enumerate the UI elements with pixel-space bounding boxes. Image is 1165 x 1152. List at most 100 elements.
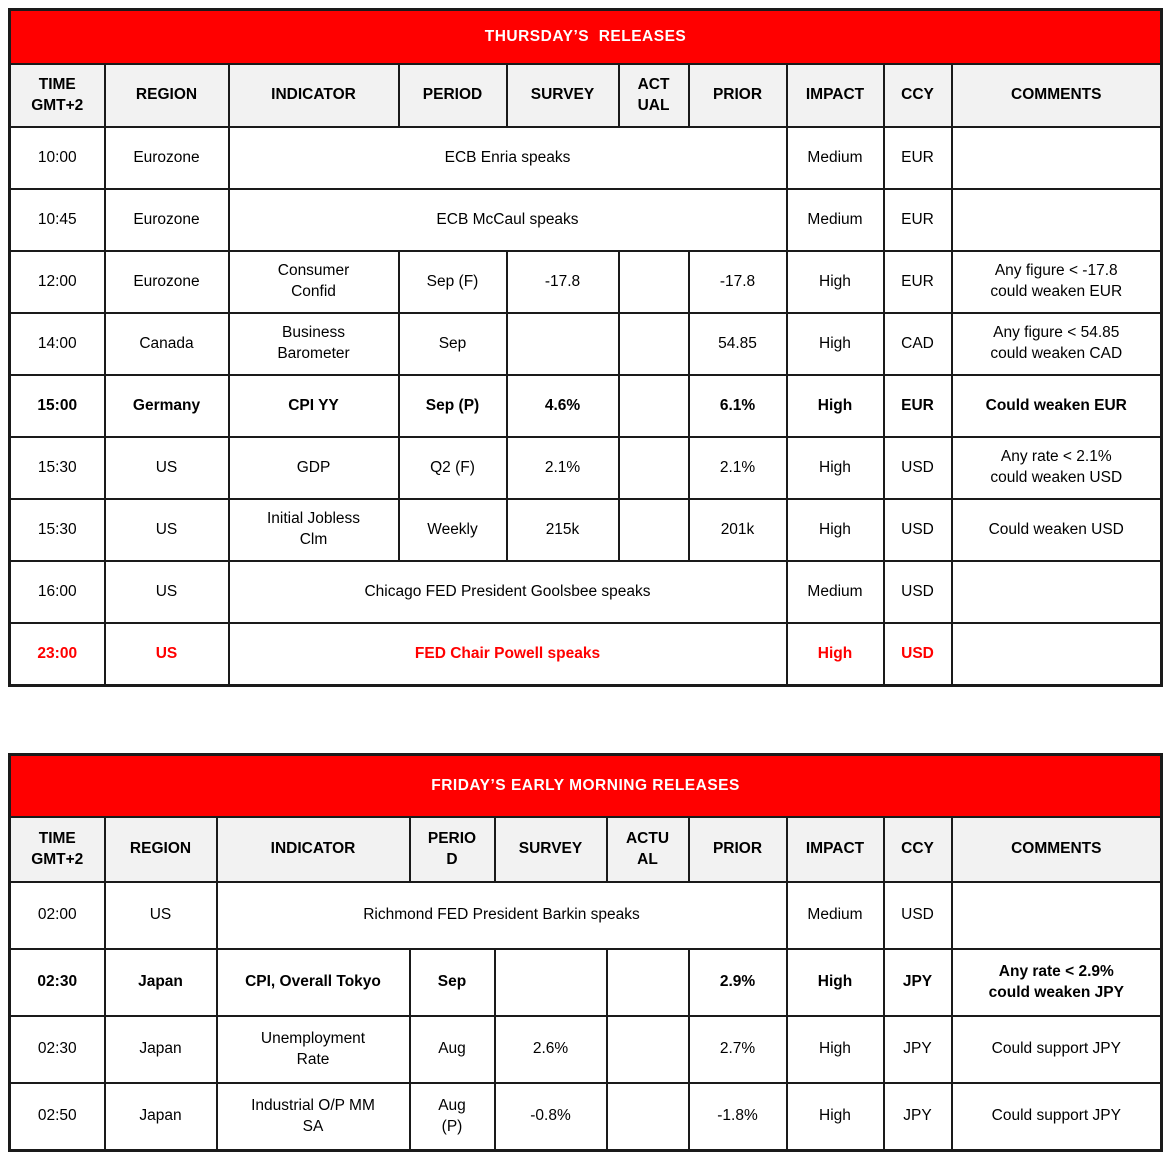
cell-time: 15:00	[8, 374, 106, 438]
cell-ccy: JPY	[882, 1082, 953, 1152]
table-row: 16:00 US Chicago FED President Goolsbee sp…	[8, 560, 1163, 624]
cell-impact: High	[785, 312, 885, 376]
cell-survey	[493, 948, 608, 1017]
column-header-comments: COMMENTS	[950, 63, 1163, 128]
cell-period: Q2 (F)	[397, 436, 508, 500]
table-row: 15:30 US Initial Jobless Clm Weekly 215k 201k…	[8, 498, 1163, 562]
cell-region: Japan	[103, 948, 218, 1017]
cell-comments: Could weaken EUR	[950, 374, 1163, 438]
cell-merged: Richmond FED President Barkin speaks	[215, 881, 788, 950]
cell-comments	[950, 622, 1163, 687]
cell-region: Japan	[103, 1082, 218, 1152]
cell-comments	[950, 188, 1163, 252]
column-header-comments: COMMENTS	[950, 816, 1163, 883]
cell-indicator: Unemployment Rate	[215, 1015, 411, 1084]
table-row: 02:30 Japan CPI, Overall Tokyo Sep 2.9% High J…	[8, 948, 1163, 1017]
cell-region: US	[103, 622, 230, 687]
column-header-prior: PRIOR	[687, 816, 788, 883]
cell-actual	[617, 498, 690, 562]
cell-actual	[617, 436, 690, 500]
column-header-indicator: INDICATOR	[227, 63, 400, 128]
column-header-survey: SURVEY	[493, 816, 608, 883]
cell-indicator: GDP	[227, 436, 400, 500]
cell-impact: Medium	[785, 560, 885, 624]
cell-survey: 215k	[505, 498, 620, 562]
cell-ccy: USD	[882, 436, 953, 500]
cell-actual	[605, 1082, 690, 1152]
cell-period: Aug	[408, 1015, 496, 1084]
table-row: 15:30 US GDP Q2 (F) 2.1% 2.1% High USD Any rate …	[8, 436, 1163, 500]
cell-comments: Could support JPY	[950, 1082, 1163, 1152]
cell-prior: 201k	[687, 498, 788, 562]
cell-impact: High	[785, 948, 885, 1017]
cell-comments: Could weaken USD	[950, 498, 1163, 562]
cell-time: 02:30	[8, 1015, 106, 1084]
cell-prior: -1.8%	[687, 1082, 788, 1152]
cell-impact: High	[785, 436, 885, 500]
column-header-survey: SURVEY	[505, 63, 620, 128]
cell-region: US	[103, 498, 230, 562]
column-header-impact: IMPACT	[785, 816, 885, 883]
cell-region: US	[103, 436, 230, 500]
cell-comments	[950, 126, 1163, 190]
cell-region: US	[103, 881, 218, 950]
cell-survey: -0.8%	[493, 1082, 608, 1152]
cell-comments: Any rate < 2.1% could weaken USD	[950, 436, 1163, 500]
cell-impact: High	[785, 374, 885, 438]
cell-survey: -17.8	[505, 250, 620, 314]
cell-actual	[617, 250, 690, 314]
table-row: 14:00 Canada Business Barometer Sep 54.85 Hig…	[8, 312, 1163, 376]
cell-merged: FED Chair Powell speaks	[227, 622, 788, 687]
cell-survey: 2.1%	[505, 436, 620, 500]
cell-comments	[950, 560, 1163, 624]
cell-ccy: EUR	[882, 250, 953, 314]
column-header-region: REGION	[103, 816, 218, 883]
column-header-timegmt-2: TIME GMT+2	[8, 63, 106, 128]
cell-indicator: Business Barometer	[227, 312, 400, 376]
cell-time: 02:50	[8, 1082, 106, 1152]
cell-ccy: CAD	[882, 312, 953, 376]
cell-prior: 6.1%	[687, 374, 788, 438]
friday-table-body: FRIDAY’S EARLY MORNING RELEASES TIME GMT…	[8, 753, 1163, 1152]
cell-time: 14:00	[8, 312, 106, 376]
cell-time: 02:00	[8, 881, 106, 950]
cell-period: Sep	[408, 948, 496, 1017]
column-header-actual: ACT UAL	[617, 63, 690, 128]
cell-period: Sep	[397, 312, 508, 376]
cell-prior: 2.9%	[687, 948, 788, 1017]
column-header-period: PERIO D	[408, 816, 496, 883]
table-row: 10:45 Eurozone ECB McCaul speaks Medium EUR	[8, 188, 1163, 252]
cell-prior: -17.8	[687, 250, 788, 314]
column-header-prior: PRIOR	[687, 63, 788, 128]
cell-impact: High	[785, 622, 885, 687]
cell-comments: Any figure < 54.85 could weaken CAD	[950, 312, 1163, 376]
column-header-ccy: CCY	[882, 63, 953, 128]
page: THURSDAY’S RELEASES TIME GMT+2 REGION INDI…	[8, 8, 1164, 1152]
column-header-timegmt-2: TIME GMT+2	[8, 816, 106, 883]
column-header-ccy: CCY	[882, 816, 953, 883]
cell-impact: Medium	[785, 881, 885, 950]
cell-prior: 2.1%	[687, 436, 788, 500]
cell-comments: Could support JPY	[950, 1015, 1163, 1084]
cell-region: Eurozone	[103, 126, 230, 190]
cell-survey	[505, 312, 620, 376]
cell-merged: Chicago FED President Goolsbee speaks	[227, 560, 788, 624]
cell-actual	[605, 1015, 690, 1084]
cell-ccy: USD	[882, 622, 953, 687]
cell-ccy: EUR	[882, 126, 953, 190]
cell-ccy: JPY	[882, 948, 953, 1017]
column-header-indicator: INDICATOR	[215, 816, 411, 883]
cell-region: Eurozone	[103, 188, 230, 252]
cell-period: Aug (P)	[408, 1082, 496, 1152]
cell-impact: High	[785, 1015, 885, 1084]
table-row: 02:50 Japan Industrial O/P MM SA Aug (P) -0.…	[8, 1082, 1163, 1152]
cell-prior: 54.85	[687, 312, 788, 376]
table-title: FRIDAY’S EARLY MORNING RELEASES	[8, 753, 1163, 818]
column-header-actual: ACTU AL	[605, 816, 690, 883]
cell-period: Sep (P)	[397, 374, 508, 438]
cell-prior: 2.7%	[687, 1015, 788, 1084]
cell-impact: Medium	[785, 126, 885, 190]
cell-region: Eurozone	[103, 250, 230, 314]
column-header-region: REGION	[103, 63, 230, 128]
cell-ccy: USD	[882, 881, 953, 950]
